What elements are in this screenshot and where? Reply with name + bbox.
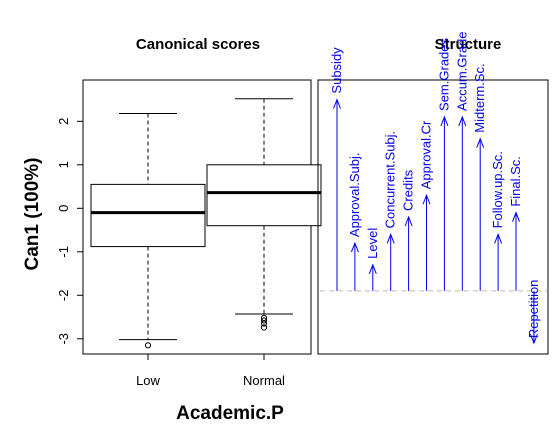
- vector-arrowhead: [458, 115, 467, 127]
- vector-arrowhead: [440, 115, 449, 127]
- outlier-point: [260, 317, 268, 324]
- vector-follow-up-sc: Follow.up.Sc.: [490, 151, 505, 291]
- x-tick-label: Low: [136, 373, 160, 388]
- y-axis: -3 -2 -1 0 1 2: [56, 118, 83, 345]
- vector-label: Midterm.Sc.: [472, 63, 487, 132]
- box-normal: [206, 98, 322, 331]
- vector-subsidy: Subsidy: [329, 47, 344, 291]
- boxplot-title: Canonical scores: [136, 36, 260, 53]
- vector-arrowhead: [368, 263, 377, 275]
- vector-arrowhead: [529, 333, 538, 345]
- outlier-point: [260, 324, 268, 331]
- vector-approval-subj: Approval.Subj.: [347, 153, 362, 291]
- outlier-point: [144, 342, 152, 349]
- vector-arrowhead: [422, 193, 431, 205]
- vectors: Subsidy Approval.Subj.LevelConcurrent.Sub…: [320, 31, 547, 345]
- vector-approval-cr: Approval.Cr: [419, 120, 434, 291]
- vector-arrowhead: [512, 211, 520, 222]
- vector-arrowhead: [350, 241, 359, 253]
- vector-arrowhead: [404, 215, 413, 227]
- vector-label: Accum.Grade: [454, 31, 469, 110]
- vector-label: Concurrent.Subj.: [383, 131, 398, 229]
- boxplot-y-label: Can1 (100%): [22, 158, 43, 271]
- vector-credits: Credits: [401, 169, 416, 291]
- vector-label: Follow.up.Sc.: [490, 151, 505, 228]
- box-iqr: [90, 183, 206, 248]
- vector-midterm-sc: Midterm.Sc.: [472, 63, 487, 291]
- vector-repetition: Repetition: [526, 280, 541, 345]
- vector-sem-grades: Sem.Grades: [436, 37, 451, 291]
- vector-label: Sem.Grades: [436, 37, 451, 110]
- y-tick-label: 0: [56, 205, 71, 212]
- vector-label: Credits: [401, 169, 416, 211]
- box-low: [90, 112, 206, 349]
- boxplot-panel: Canonical scores Academic.P Can1 (100%) …: [22, 36, 322, 424]
- x-axis: Low Normal: [136, 354, 285, 388]
- vector-concurrent-subj: Concurrent.Subj.: [383, 131, 398, 291]
- outlier-point: [260, 320, 268, 327]
- box-iqr: [206, 164, 322, 227]
- y-tick-label: -1: [56, 246, 71, 258]
- vector-arrowhead: [386, 233, 395, 244]
- vector-frame: [317, 79, 549, 355]
- vector-accum-grade: Accum.Grade: [454, 31, 469, 291]
- vector-label: Approval.Cr: [419, 120, 434, 189]
- y-tick-label: -3: [56, 333, 71, 345]
- vector-label: Final.Sc.: [508, 156, 523, 207]
- vector-final-sc: Final.Sc.: [508, 156, 523, 291]
- y-tick-label: -2: [56, 290, 71, 302]
- vector-level: Level: [365, 228, 380, 291]
- boxes: [90, 98, 322, 349]
- vector-arrowhead: [476, 137, 485, 148]
- vector-arrowhead: [494, 233, 503, 244]
- vector-label: Level: [365, 228, 380, 259]
- vector-label: Approval.Subj.: [347, 153, 362, 238]
- vector-title: Structure: [435, 36, 502, 53]
- vector-label: Subsidy: [329, 47, 344, 94]
- y-tick-label: 2: [56, 118, 71, 125]
- boxplot-x-label: Academic.P: [176, 403, 284, 424]
- y-tick-label: 1: [56, 161, 71, 168]
- vector-arrowhead: [333, 98, 341, 109]
- vector-panel: Structure Subsidy Approval.Subj.LevelConc…: [317, 31, 549, 355]
- x-tick-label: Normal: [243, 373, 285, 388]
- vector-label: Repetition: [526, 280, 541, 339]
